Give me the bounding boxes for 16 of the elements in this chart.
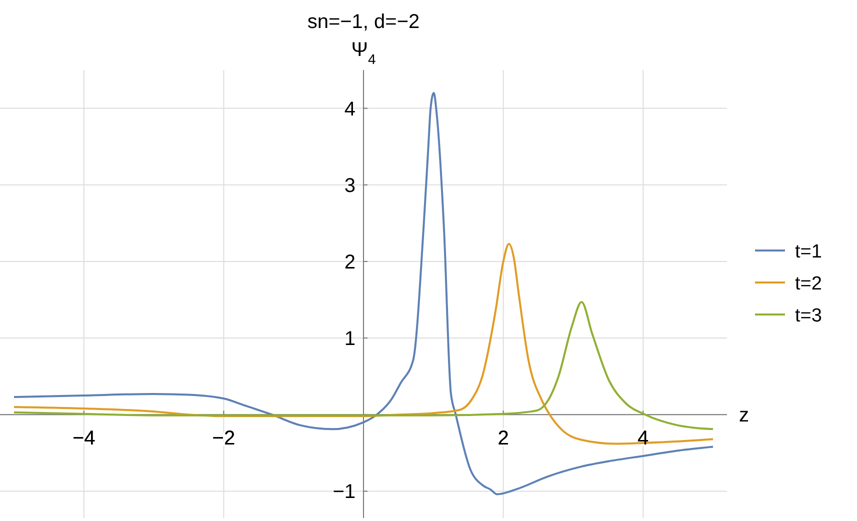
y-tick-label: 4 [344, 98, 356, 120]
y-tick-label: 1 [344, 328, 356, 350]
y-tick-label: 2 [344, 251, 356, 274]
x-tick-label: −2 [212, 428, 236, 450]
y-axis-title: Ψ$_{4}$ [351, 39, 376, 67]
line-series [12, 301, 714, 430]
y-tick-label: 3 [344, 174, 356, 197]
x-tick-label: −4 [72, 428, 96, 450]
legend-label: t=3 [795, 306, 822, 326]
y-tick-label: −1 [332, 481, 356, 504]
line-series [12, 242, 714, 445]
legend-label: t=1 [795, 242, 822, 262]
chart-title: sn=−1, d=−2 [307, 11, 420, 33]
x-tick-label: 2 [498, 428, 509, 450]
legend-label: t=2 [795, 274, 822, 294]
x-axis-title: z [739, 404, 749, 427]
